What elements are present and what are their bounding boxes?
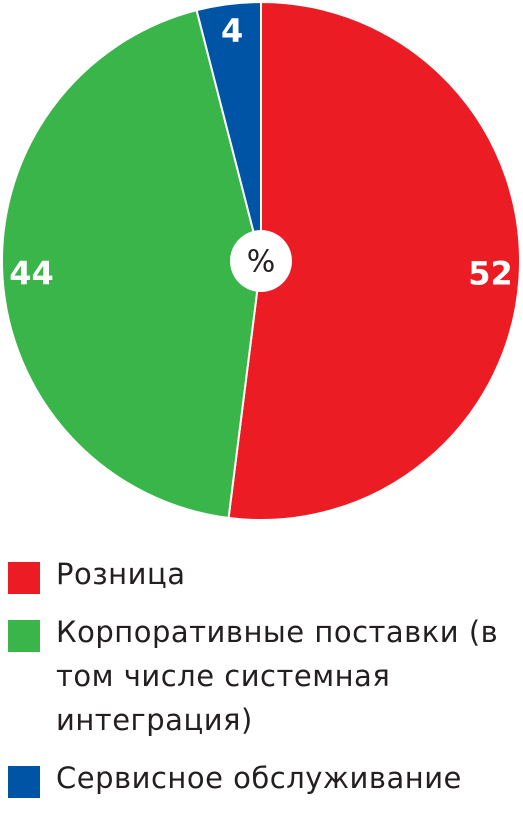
legend: Розница Корпоративные поставки (в том чис… — [8, 552, 518, 814]
legend-swatch — [8, 766, 40, 798]
legend-swatch — [8, 562, 40, 594]
center-label: % — [247, 245, 276, 280]
center-circle — [230, 230, 292, 292]
pie-slice — [227, 0, 521, 521]
legend-label: Сервисное обслуживание — [56, 761, 462, 795]
legend-label: Корпоративные поставки (в том числе сист… — [56, 615, 499, 737]
pie-slice — [1, 8, 263, 520]
legend-label: Розница — [56, 557, 186, 591]
pie-slice — [195, 0, 262, 262]
value-label: 44 — [9, 254, 54, 292]
legend-swatch — [8, 620, 40, 652]
value-label: 52 — [468, 254, 513, 292]
value-label: 4 — [221, 12, 243, 50]
legend-item: Сервисное обслуживание — [8, 756, 518, 800]
legend-item: Розница — [8, 552, 518, 596]
legend-item: Корпоративные поставки (в том числе сист… — [8, 610, 518, 742]
